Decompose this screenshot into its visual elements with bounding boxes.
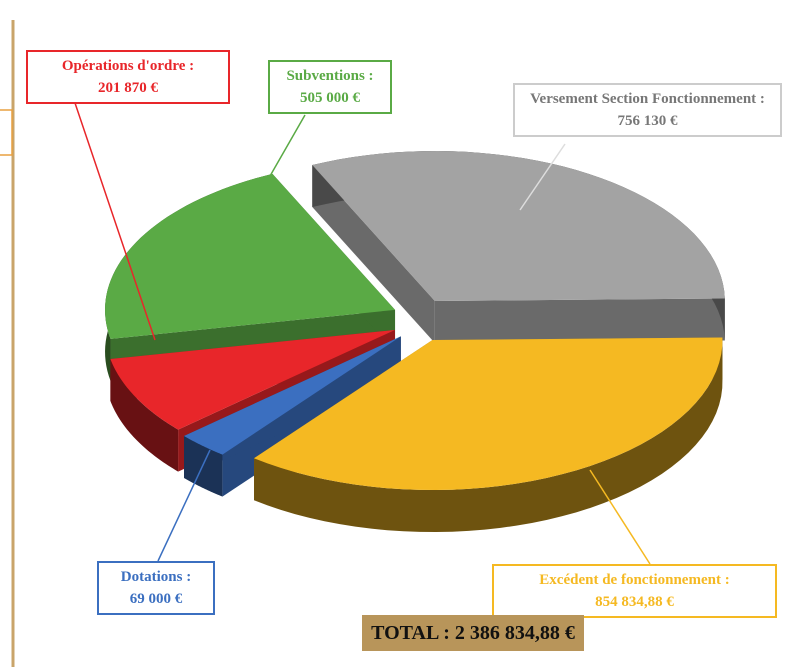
category-label: Excédent de fonctionnement : (539, 572, 730, 588)
slice-wall (312, 165, 435, 344)
data-label: Excédent de fonctionnement : 854 834,88 € (492, 564, 777, 618)
value-label: 505 000 € (300, 90, 360, 106)
slice (184, 336, 401, 455)
data-label: Dotations : 69 000 € (97, 561, 215, 615)
slice (312, 151, 725, 302)
data-label: Subventions : 505 000 € (268, 60, 392, 114)
value-label: 756 130 € (617, 113, 678, 129)
category-label: Dotations : (120, 569, 192, 585)
data-label: Opérations d'ordre : 201 870 € (26, 50, 230, 104)
frame (0, 109, 13, 156)
data-label: Versement Section Fonctionnement : 756 1… (513, 83, 782, 137)
value-label: 201 870 € (98, 80, 158, 96)
category-label: Subventions : (286, 68, 374, 84)
slice-wall (434, 298, 725, 344)
category-label: Opérations d'ordre : (61, 58, 195, 74)
slice (105, 173, 396, 339)
total: TOTAL : 2 386 834,88 € (362, 615, 584, 651)
leader-line (74, 102, 156, 341)
leader-line (519, 143, 566, 211)
slice (254, 337, 723, 491)
leader-line (157, 449, 211, 562)
slice-side (110, 359, 179, 472)
slice-side (254, 337, 723, 533)
leader-line (589, 469, 651, 565)
category-label: Versement Section Fonctionnement : (530, 91, 765, 107)
value-label: 69 000 € (129, 591, 183, 607)
leader-line (261, 114, 306, 191)
value-label: 854 834,88 € (595, 594, 674, 610)
slice (110, 329, 395, 430)
